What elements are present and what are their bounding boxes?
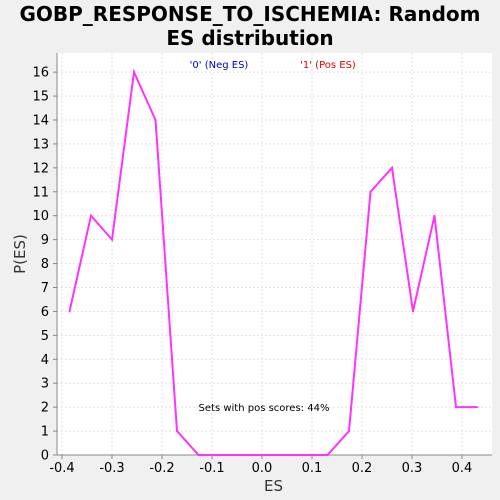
x-tick-label: 0.1 — [302, 461, 323, 476]
y-tick-label: 16 — [32, 66, 49, 81]
data-point — [326, 454, 329, 456]
y-tick-label: 11 — [32, 185, 49, 200]
x-tick-label: 0.0 — [252, 461, 273, 476]
data-point — [476, 406, 478, 409]
x-tick-label: -0.4 — [49, 461, 74, 476]
data-point — [369, 190, 372, 193]
data-point — [391, 166, 393, 169]
data-point — [348, 430, 350, 433]
y-tick-label: 0 — [41, 449, 49, 464]
y-tick-label: 10 — [32, 209, 49, 224]
y-tick-label: 3 — [41, 377, 49, 392]
y-tick-label: 14 — [32, 114, 49, 129]
y-tick-label: 9 — [41, 233, 49, 248]
y-tick-label: 12 — [32, 161, 49, 176]
x-tick-label: 0.4 — [452, 461, 473, 476]
y-tick-label: 15 — [32, 90, 49, 105]
data-point — [455, 406, 457, 409]
x-tick-label: -0.3 — [99, 461, 124, 476]
data-point — [197, 454, 200, 456]
y-tick-label: 13 — [32, 137, 49, 152]
y-tick-label: 2 — [41, 401, 49, 416]
data-point — [283, 454, 286, 456]
series-line — [68, 68, 477, 456]
x-tick-label: -0.1 — [199, 461, 224, 476]
x-tick-label: 0.3 — [402, 461, 423, 476]
y-tick-label: 6 — [41, 305, 49, 320]
data-point — [133, 71, 135, 74]
chart-title: GOBP_RESPONSE_TO_ISCHEMIA: Random ES dis… — [0, 2, 500, 50]
y-tick-label: 4 — [41, 353, 49, 368]
data-point — [262, 454, 264, 456]
data-point — [68, 310, 71, 313]
data-point — [176, 430, 178, 433]
data-point — [433, 214, 436, 217]
y-tick-label: 8 — [41, 257, 49, 272]
data-point — [154, 119, 157, 121]
y-tick-label: 5 — [41, 329, 49, 344]
data-point — [111, 238, 113, 241]
pos-scores-annotation: Sets with pos scores: 44% — [199, 403, 330, 414]
x-tick-label: 0.2 — [352, 461, 373, 476]
x-tick-label: -0.2 — [149, 461, 174, 476]
data-point — [412, 310, 414, 313]
data-point — [240, 454, 243, 456]
legend-entry: '0' (Neg ES) — [190, 60, 249, 71]
data-point — [90, 214, 92, 217]
x-axis-title: ES — [264, 477, 283, 495]
data-point — [305, 454, 307, 456]
y-axis-title: P(ES) — [11, 234, 29, 274]
legend-entry: '1' (Pos ES) — [300, 60, 356, 71]
data-point — [219, 454, 221, 456]
y-tick-label: 7 — [41, 281, 49, 296]
y-tick-label: 1 — [41, 425, 49, 440]
chart-title-line-1: GOBP_RESPONSE_TO_ISCHEMIA: Random — [19, 2, 481, 26]
chart-title-line-2: ES distribution — [166, 26, 334, 50]
